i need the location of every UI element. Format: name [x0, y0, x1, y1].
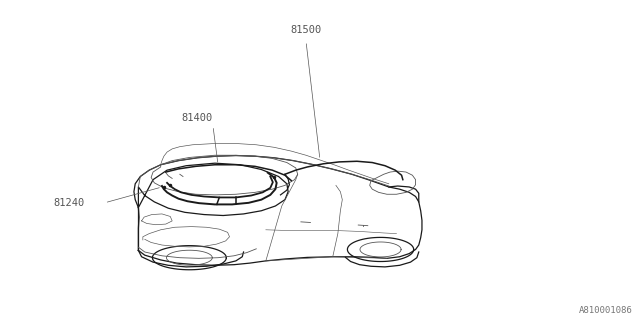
Text: 81500: 81500 — [291, 25, 322, 35]
Text: 81400: 81400 — [181, 113, 212, 123]
Text: A810001086: A810001086 — [579, 307, 632, 316]
Text: 81240: 81240 — [54, 198, 85, 208]
